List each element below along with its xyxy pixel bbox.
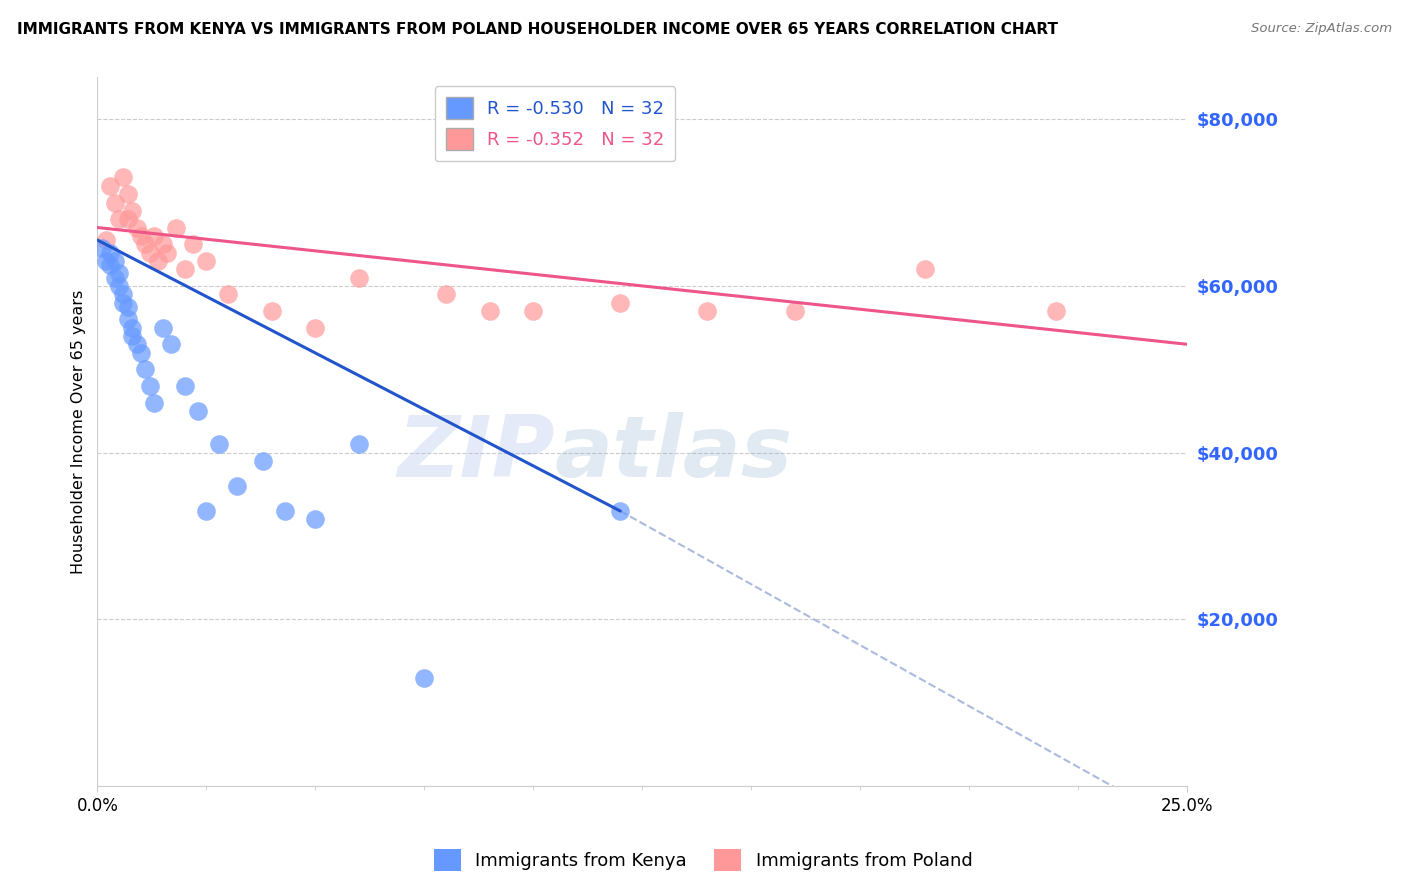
Point (156, 245, 179, 260)
Point (1045, 304, 1067, 318)
Text: atlas: atlas (555, 411, 793, 494)
Point (100, 178, 122, 193)
Point (413, 671, 436, 685)
Point (148, 253, 170, 268)
Point (609, 504, 631, 518)
Point (94, 253, 117, 268)
Legend: Immigrants from Kenya, Immigrants from Poland: Immigrants from Kenya, Immigrants from P… (426, 842, 980, 879)
Point (108, 266, 131, 280)
Point (104, 195, 127, 210)
Point (347, 437, 370, 451)
Point (134, 362, 156, 376)
Point (117, 300, 139, 314)
Point (121, 329, 143, 343)
Point (108, 212, 131, 227)
Point (121, 203, 143, 218)
Point (274, 504, 297, 518)
Point (173, 379, 195, 393)
Point (143, 228, 166, 243)
Point (117, 187, 139, 202)
Point (125, 220, 148, 235)
Legend: R = -0.530   N = 32, R = -0.352   N = 32: R = -0.530 N = 32, R = -0.352 N = 32 (434, 87, 675, 161)
Point (152, 320, 174, 334)
Point (165, 220, 187, 235)
Point (143, 395, 166, 409)
Point (94, 233, 117, 247)
Point (108, 278, 131, 293)
Y-axis label: Householder Income Over 65 years: Householder Income Over 65 years (72, 290, 86, 574)
Point (195, 504, 218, 518)
Text: ZIP: ZIP (398, 411, 555, 494)
Point (134, 237, 156, 252)
Text: IMMIGRANTS FROM KENYA VS IMMIGRANTS FROM POLAND HOUSEHOLDER INCOME OVER 65 YEARS: IMMIGRANTS FROM KENYA VS IMMIGRANTS FROM… (17, 22, 1057, 37)
Point (160, 337, 183, 351)
Point (347, 270, 370, 285)
Point (129, 228, 152, 243)
Point (100, 258, 122, 272)
Point (478, 304, 501, 318)
Point (152, 237, 174, 252)
Point (104, 253, 127, 268)
Point (117, 312, 139, 326)
Point (129, 345, 152, 359)
Point (208, 437, 231, 451)
Point (112, 287, 135, 301)
Point (112, 295, 135, 310)
Point (125, 337, 148, 351)
Point (117, 212, 139, 227)
Point (696, 304, 718, 318)
Point (138, 379, 160, 393)
Point (783, 304, 806, 318)
Text: Source: ZipAtlas.com: Source: ZipAtlas.com (1251, 22, 1392, 36)
Point (522, 304, 544, 318)
Point (138, 245, 160, 260)
Point (90, 241, 112, 255)
Point (225, 479, 247, 493)
Point (609, 295, 631, 310)
Point (260, 304, 283, 318)
Point (121, 320, 143, 334)
Point (173, 262, 195, 277)
Point (112, 170, 135, 185)
Point (181, 237, 204, 252)
Point (304, 320, 326, 334)
Point (195, 253, 218, 268)
Point (104, 270, 127, 285)
Point (217, 287, 239, 301)
Point (187, 404, 209, 418)
Point (252, 454, 274, 468)
Point (914, 262, 936, 277)
Point (100, 245, 122, 260)
Point (304, 512, 326, 526)
Point (434, 287, 457, 301)
